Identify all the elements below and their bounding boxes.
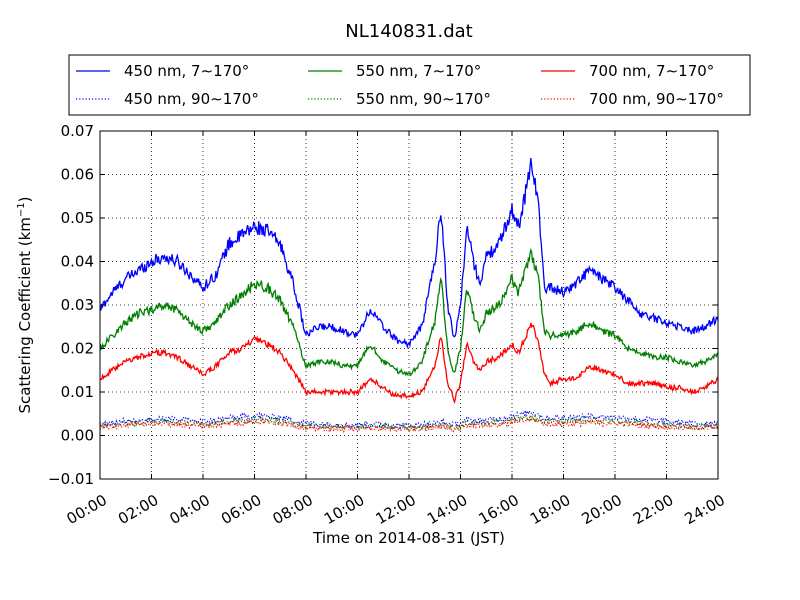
series-line [99,415,719,434]
y-tick-labels: −0.01 0.00 0.01 0.02 0.03 0.04 0.05 0.06 0.07 [48,122,94,488]
y-axis-label: Scattering Coefficient (km−1) [16,196,34,413]
chart-title: NL140831.dat [345,21,472,42]
legend-entry: 450 nm, 90∼170° [124,90,259,108]
series-line [99,247,719,377]
y-axis-label-main: Scattering Coefficient (km [16,217,34,413]
y-tick-label: 0.03 [61,296,94,314]
ticks [99,130,719,480]
legend-entry: 700 nm, 90∼170° [589,90,724,108]
legend-entry: 550 nm, 90∼170° [356,90,491,108]
series-group [99,158,719,434]
x-axis-label: Time on 2014-08-31 (JST) [312,529,505,547]
y-tick-label: 0.05 [61,209,94,227]
legend-frame [68,54,751,116]
y-tick-label: 0.02 [61,340,94,358]
y-tick-label: 0.00 [61,427,94,445]
grid [100,131,718,479]
y-axis-label-tail: ) [16,196,34,202]
legend-entry: 450 nm, 7∼170° [124,62,249,80]
y-axis-label-superscript: −1 [16,202,27,217]
y-tick-label: 0.06 [61,166,94,184]
legend-entry: 550 nm, 7∼170° [356,62,481,80]
y-tick-label: 0.07 [61,122,94,140]
legend-entry: 700 nm, 7∼170° [589,62,714,80]
series-line [99,322,719,405]
series-line [99,158,719,350]
y-tick-label: −0.01 [48,470,94,488]
y-tick-label: 0.01 [61,383,94,401]
legend: 450 nm, 7∼170° 550 nm, 7∼170° 700 nm, 7∼17… [68,54,751,116]
y-tick-label: 0.04 [61,253,94,271]
